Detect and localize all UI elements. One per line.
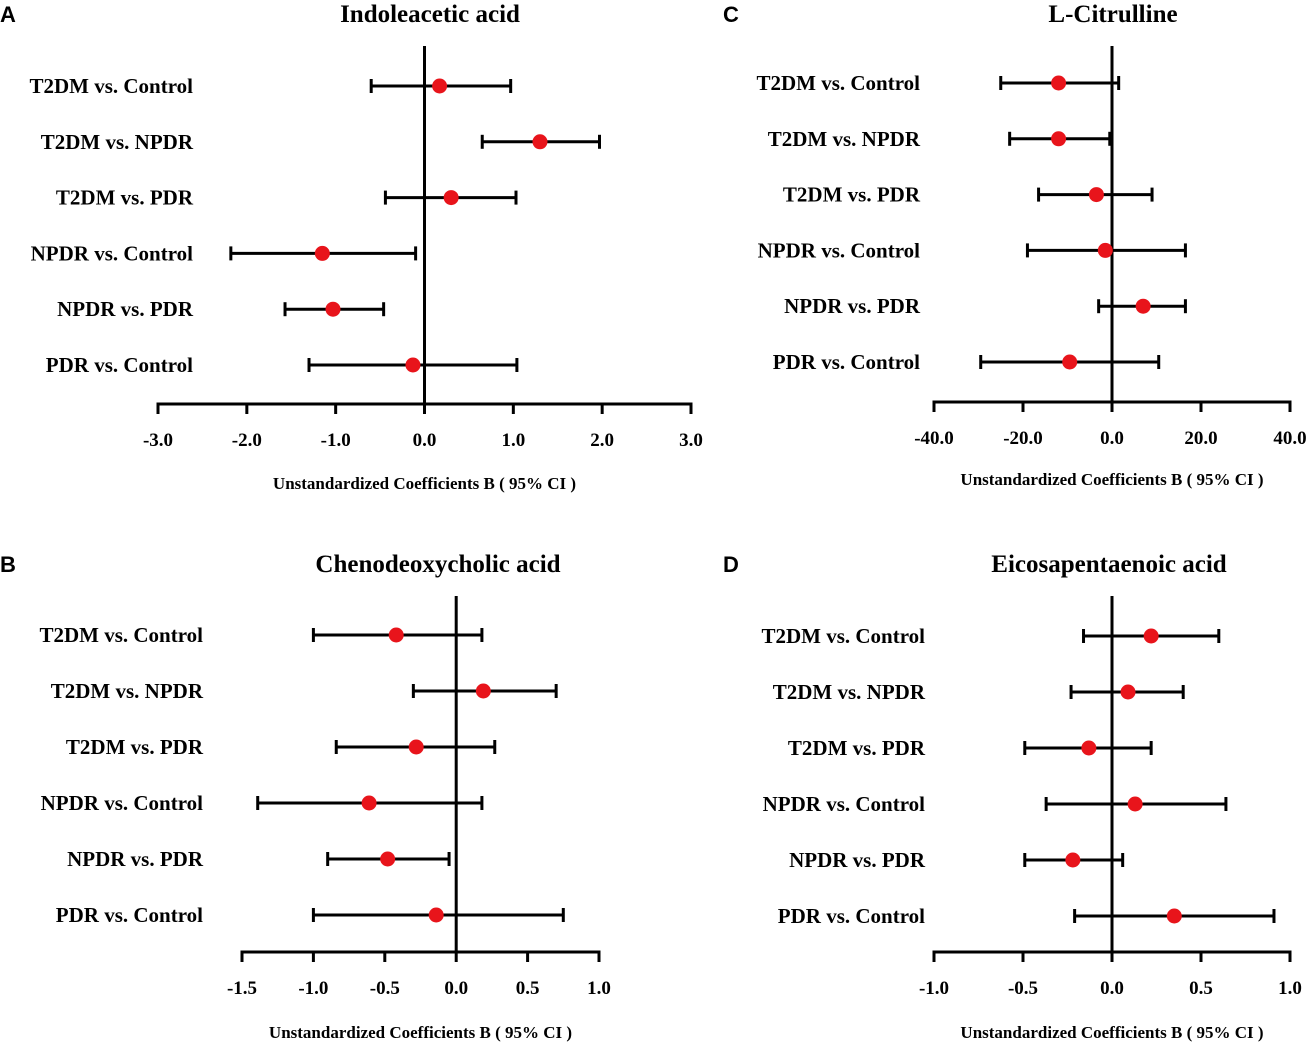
panel-title: Chenodeoxycholic acid bbox=[315, 551, 560, 578]
row-label: T2DM vs. Control bbox=[761, 624, 925, 648]
point-estimate-marker bbox=[325, 301, 341, 317]
row-label: NPDR vs. PDR bbox=[784, 294, 921, 318]
x-tick-label: -2.0 bbox=[232, 430, 262, 451]
row-label: T2DM vs. Control bbox=[39, 623, 203, 647]
point-estimate-marker bbox=[405, 357, 421, 373]
row-label: NPDR vs. Control bbox=[41, 791, 204, 815]
x-tick-label: -1.0 bbox=[321, 430, 351, 451]
x-tick-label: -1.0 bbox=[919, 978, 949, 999]
x-tick-label: -3.0 bbox=[143, 430, 173, 451]
point-estimate-marker bbox=[314, 245, 330, 261]
x-tick-label: 1.0 bbox=[1278, 978, 1302, 999]
panel-letter: A bbox=[0, 2, 16, 27]
point-estimate-marker bbox=[380, 851, 396, 867]
point-estimate-marker bbox=[1097, 242, 1113, 258]
point-estimate-marker bbox=[408, 739, 424, 755]
x-tick-label: -0.5 bbox=[1008, 978, 1038, 999]
point-estimate-marker bbox=[532, 134, 548, 150]
row-label: T2DM vs. Control bbox=[29, 74, 193, 98]
row-label: PDR vs. Control bbox=[56, 903, 203, 927]
x-tick-label: 1.0 bbox=[587, 978, 611, 999]
point-estimate-marker bbox=[1081, 740, 1097, 756]
row-label: NPDR vs. Control bbox=[758, 238, 921, 262]
x-tick-label: 1.0 bbox=[501, 430, 525, 451]
x-tick-label: 3.0 bbox=[679, 430, 703, 451]
x-tick-label: -0.5 bbox=[370, 978, 400, 999]
x-axis-title: Unstandardized Coefficients B ( 95% CI ) bbox=[269, 1023, 572, 1042]
point-estimate-marker bbox=[428, 907, 444, 923]
point-estimate-marker bbox=[1120, 684, 1136, 700]
point-estimate-marker bbox=[1166, 908, 1182, 924]
x-tick-label: 0.0 bbox=[444, 978, 468, 999]
row-label: T2DM vs. NPDR bbox=[768, 127, 921, 151]
row-label: T2DM vs. NPDR bbox=[773, 680, 926, 704]
row-label: T2DM vs. PDR bbox=[788, 736, 926, 760]
x-tick-label: 0.0 bbox=[1100, 978, 1124, 999]
x-tick-label: 0.0 bbox=[1100, 428, 1124, 449]
panel-letter: D bbox=[723, 552, 739, 577]
row-label: PDR vs. Control bbox=[773, 350, 920, 374]
x-tick-label: -40.0 bbox=[914, 428, 954, 449]
x-tick-label: -20.0 bbox=[1003, 428, 1043, 449]
x-tick-label: -1.0 bbox=[298, 978, 328, 999]
x-tick-label: 20.0 bbox=[1184, 428, 1217, 449]
row-label: NPDR vs. PDR bbox=[57, 297, 194, 321]
point-estimate-marker bbox=[1135, 298, 1151, 314]
point-estimate-marker bbox=[443, 190, 459, 206]
panel-d: D Eicosapentaenoic acid -1.0 -0.5 0.0 0.5 1.0 U… bbox=[723, 551, 1302, 1042]
x-tick-label: 2.0 bbox=[590, 430, 614, 451]
x-axis-title: Unstandardized Coefficients B ( 95% CI ) bbox=[273, 474, 576, 493]
point-estimate-marker bbox=[475, 683, 491, 699]
row-label: T2DM vs. Control bbox=[756, 71, 920, 95]
point-estimate-marker bbox=[1127, 796, 1143, 812]
panel-title: Eicosapentaenoic acid bbox=[991, 551, 1227, 578]
row-label: T2DM vs. PDR bbox=[56, 186, 194, 210]
point-estimate-marker bbox=[1065, 852, 1081, 868]
point-estimate-marker bbox=[1051, 75, 1067, 91]
panel-title: Indoleacetic acid bbox=[340, 1, 520, 28]
row-label: T2DM vs. PDR bbox=[66, 735, 204, 759]
x-tick-label: 0.0 bbox=[413, 430, 437, 451]
row-label: NPDR vs. Control bbox=[763, 792, 926, 816]
panel-c: C L-Citrulline -40.0 -20.0 0.0 20.0 40.0 Unstan… bbox=[723, 1, 1307, 489]
row-label: PDR vs. Control bbox=[778, 904, 925, 928]
panel-title: L-Citrulline bbox=[1048, 1, 1177, 28]
row-label: PDR vs. Control bbox=[46, 353, 193, 377]
x-axis-title: Unstandardized Coefficients B ( 95% CI ) bbox=[960, 1023, 1263, 1042]
row-label: NPDR vs. PDR bbox=[67, 847, 204, 871]
panel-letter: C bbox=[723, 2, 739, 27]
point-estimate-marker bbox=[1143, 628, 1159, 644]
panel-b: B Chenodeoxycholic acid -1.5 -1.0 -0.5 0.0 0.5… bbox=[0, 551, 611, 1042]
point-estimate-marker bbox=[432, 78, 448, 94]
row-label: T2DM vs. PDR bbox=[783, 183, 921, 207]
point-estimate-marker bbox=[388, 627, 404, 643]
row-label: T2DM vs. NPDR bbox=[51, 679, 204, 703]
row-label: T2DM vs. NPDR bbox=[41, 130, 194, 154]
row-label: NPDR vs. PDR bbox=[789, 848, 926, 872]
point-estimate-marker bbox=[1088, 187, 1104, 203]
panel-letter: B bbox=[0, 552, 16, 577]
point-estimate-marker bbox=[1062, 354, 1078, 370]
x-axis-title: Unstandardized Coefficients B ( 95% CI ) bbox=[960, 470, 1263, 489]
x-tick-label: 40.0 bbox=[1273, 428, 1306, 449]
x-tick-label: 0.5 bbox=[1189, 978, 1213, 999]
x-tick-label: 0.5 bbox=[516, 978, 540, 999]
point-estimate-marker bbox=[1051, 131, 1067, 147]
x-tick-label: -1.5 bbox=[227, 978, 257, 999]
point-estimate-marker bbox=[361, 795, 377, 811]
panel-a: A Indoleacetic acid -3.0 -2.0 -1.0 0.0 1.0 2.0 3… bbox=[0, 1, 703, 493]
row-label: NPDR vs. Control bbox=[31, 241, 194, 265]
